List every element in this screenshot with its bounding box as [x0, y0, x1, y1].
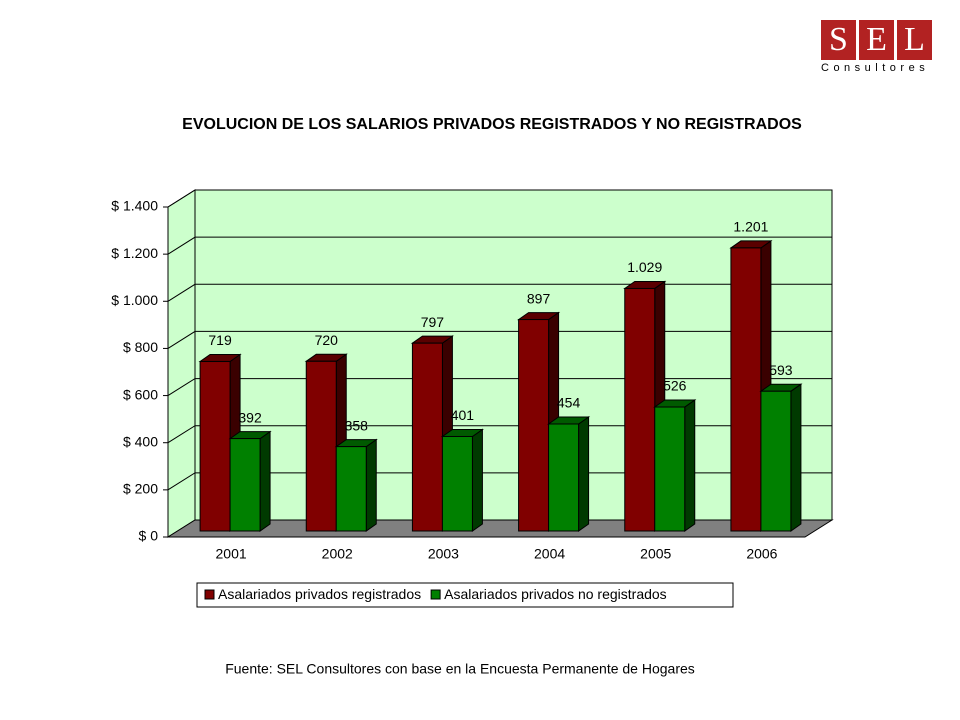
- bar: [335, 446, 367, 532]
- y-tick-label: $ 800: [123, 339, 158, 355]
- data-label: 526: [663, 378, 687, 394]
- side-wall: [167, 189, 196, 538]
- grid-line: [167, 283, 832, 302]
- x-tick-label: 2003: [428, 546, 459, 562]
- bar-side: [578, 416, 590, 532]
- bar: [654, 406, 686, 532]
- legend-swatch: [204, 589, 215, 600]
- x-tick-label: 2006: [746, 546, 777, 562]
- bar: [441, 435, 473, 532]
- grid-line: [167, 378, 832, 396]
- legend-box: [196, 582, 734, 608]
- bar: [518, 319, 550, 532]
- data-label: 454: [557, 395, 581, 411]
- data-label: 358: [345, 417, 369, 433]
- logo-box: [897, 20, 932, 60]
- bar-side: [259, 430, 271, 532]
- bar: [548, 423, 580, 532]
- bar: [199, 361, 231, 532]
- legend-swatch: [430, 589, 441, 600]
- footer: Fuente: SEL Consultores con base en la E…: [225, 661, 695, 677]
- bar-side: [471, 428, 483, 532]
- bar: [760, 390, 792, 532]
- data-label: 401: [451, 407, 475, 423]
- bar: [229, 438, 261, 532]
- logo-letter: E: [866, 21, 887, 58]
- y-tick-label: $ 1.400: [111, 198, 158, 214]
- data-label: 392: [238, 409, 262, 425]
- y-tick-label: $ 200: [123, 481, 158, 497]
- chart-title: EVOLUCION DE LOS SALARIOS PRIVADOS REGIS…: [182, 116, 802, 133]
- data-label: 1.201: [733, 219, 768, 235]
- bar-side: [365, 438, 377, 532]
- data-label: 719: [208, 332, 232, 348]
- bar: [730, 247, 762, 532]
- legend-label: Asalariados privados registrados: [218, 586, 421, 602]
- data-label: 797: [421, 314, 445, 330]
- grid-line: [167, 472, 832, 491]
- data-label: 720: [315, 332, 339, 348]
- bar-side: [684, 399, 696, 532]
- x-tick-label: 2005: [640, 546, 671, 562]
- x-tick-label: 2001: [216, 546, 247, 562]
- bar: [411, 342, 443, 532]
- bar-side: [790, 383, 802, 532]
- data-label: 1.029: [627, 259, 662, 275]
- y-tick-label: $ 400: [123, 433, 158, 449]
- bar: [305, 360, 337, 532]
- y-tick-label: $ 1.000: [111, 292, 158, 308]
- grid-line: [167, 236, 832, 255]
- grid-line: [167, 189, 832, 208]
- logo-subtitle: Consultores: [821, 62, 929, 74]
- y-tick-label: $ 1.200: [111, 245, 158, 261]
- y-tick-label: $ 600: [123, 386, 158, 402]
- logo-letter: L: [904, 21, 925, 58]
- x-tick-label: 2002: [322, 546, 353, 562]
- bar: [624, 287, 656, 532]
- y-tick-label: $ 0: [139, 528, 159, 544]
- x-tick-label: 2004: [534, 546, 565, 562]
- grid-line: [167, 330, 832, 349]
- logo-box: [859, 20, 894, 60]
- data-label: 897: [527, 290, 551, 306]
- legend-label: Asalariados privados no registrados: [444, 586, 667, 602]
- grid-line: [167, 425, 832, 444]
- logo-box: [821, 20, 856, 60]
- logo-letter: S: [829, 21, 848, 58]
- data-label: 593: [769, 362, 793, 378]
